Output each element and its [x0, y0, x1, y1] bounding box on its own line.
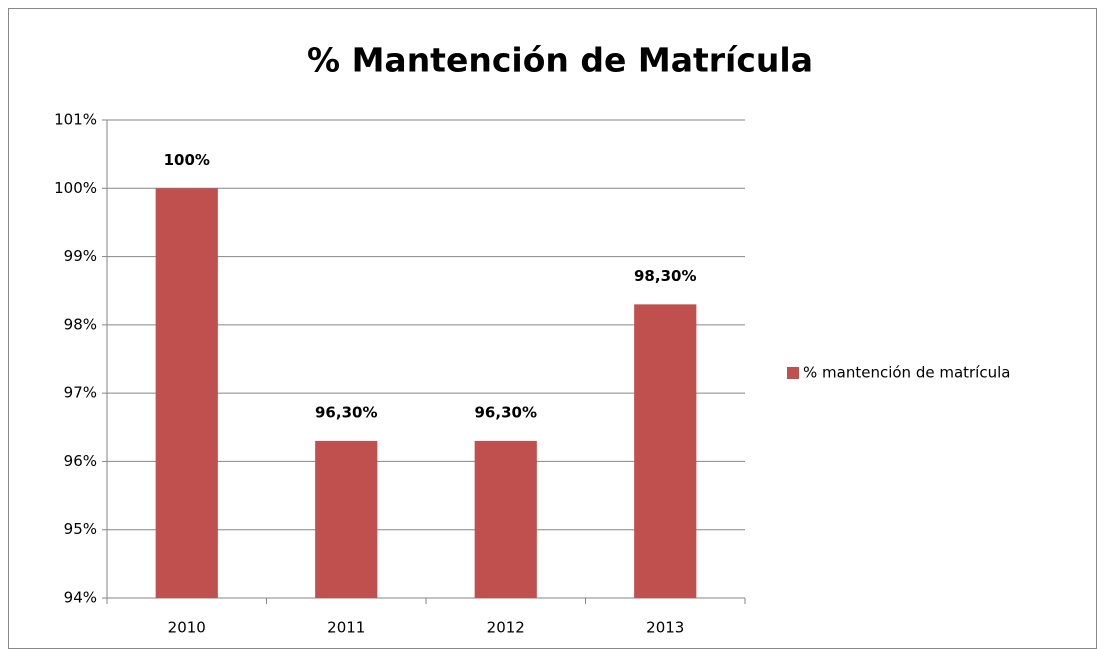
y-tick-label: 96% [64, 452, 97, 470]
y-tick-label: 101% [54, 111, 97, 129]
x-tick-label: 2012 [487, 619, 525, 637]
y-tick-label: 98% [64, 315, 97, 333]
y-tick-label: 95% [64, 520, 97, 538]
x-tick-label: 2013 [646, 619, 684, 637]
y-tick-label: 99% [64, 247, 97, 265]
data-label: 96,30% [475, 403, 537, 421]
data-label: 100% [164, 151, 210, 169]
bar [474, 440, 537, 598]
bar [315, 440, 378, 598]
y-tick-label: 100% [54, 179, 97, 197]
y-tick-label: 97% [64, 384, 97, 402]
data-label: 96,30% [315, 403, 377, 421]
bar [634, 304, 697, 598]
data-label: 98,30% [634, 267, 696, 285]
y-tick-label: 94% [64, 589, 97, 607]
x-tick-label: 2010 [168, 619, 206, 637]
legend-swatch [787, 367, 799, 379]
legend-label: % mantención de matrícula [803, 364, 1010, 382]
chart-title: % Mantención de Matrícula [307, 41, 813, 80]
x-tick-label: 2011 [327, 619, 365, 637]
bar [155, 188, 218, 599]
